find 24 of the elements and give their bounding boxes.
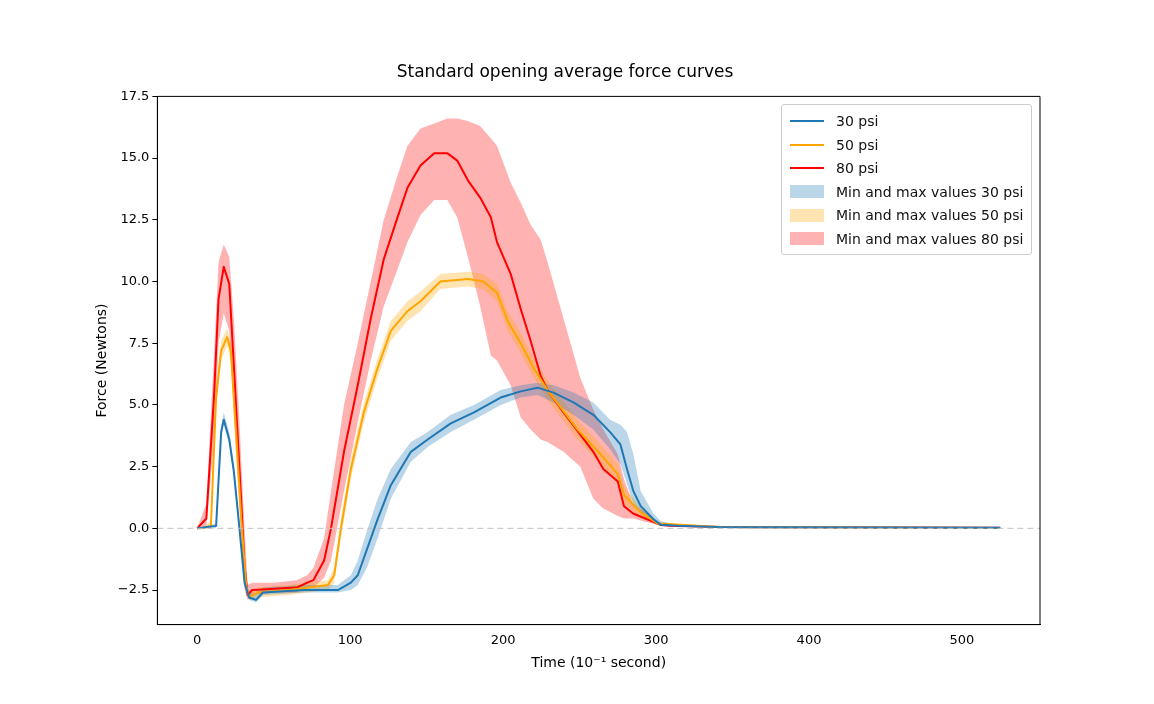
y-tick-label: −2.5 [117, 581, 150, 597]
y-axis-title: Force (Newtons) [93, 303, 110, 418]
chart-title: Standard opening average force curves [396, 60, 734, 81]
y-tick-label: 5.0 [128, 396, 150, 412]
y-tick-label: 0.0 [128, 519, 150, 535]
x-tick-label: 400 [796, 631, 822, 647]
y-tick-label: 10.0 [120, 272, 150, 288]
y-tick-label: 12.5 [120, 211, 150, 227]
x-axis-title: Time (10⁻¹ second) [530, 654, 667, 671]
x-tick-label: 300 [643, 631, 669, 647]
x-tick-label: 200 [490, 631, 516, 647]
legend-label: 30 psi [836, 113, 879, 130]
annotation: Min and max values 50 psi [836, 207, 1024, 224]
annotation: Min and max values 80 psi [836, 230, 1024, 247]
x-tick-label: 500 [949, 631, 975, 647]
x-tick-label: 100 [337, 631, 363, 647]
y-tick-label: 17.5 [120, 87, 150, 103]
annotation: Min and max values 30 psi [836, 183, 1024, 200]
y-tick-label: 15.0 [120, 149, 150, 165]
legend-label: 50 psi [836, 136, 879, 153]
y-tick-label: 2.5 [128, 458, 150, 474]
x-tick-label: 0 [193, 631, 202, 647]
y-tick-label: 7.5 [128, 334, 150, 350]
legend-label: 80 psi [836, 160, 879, 177]
